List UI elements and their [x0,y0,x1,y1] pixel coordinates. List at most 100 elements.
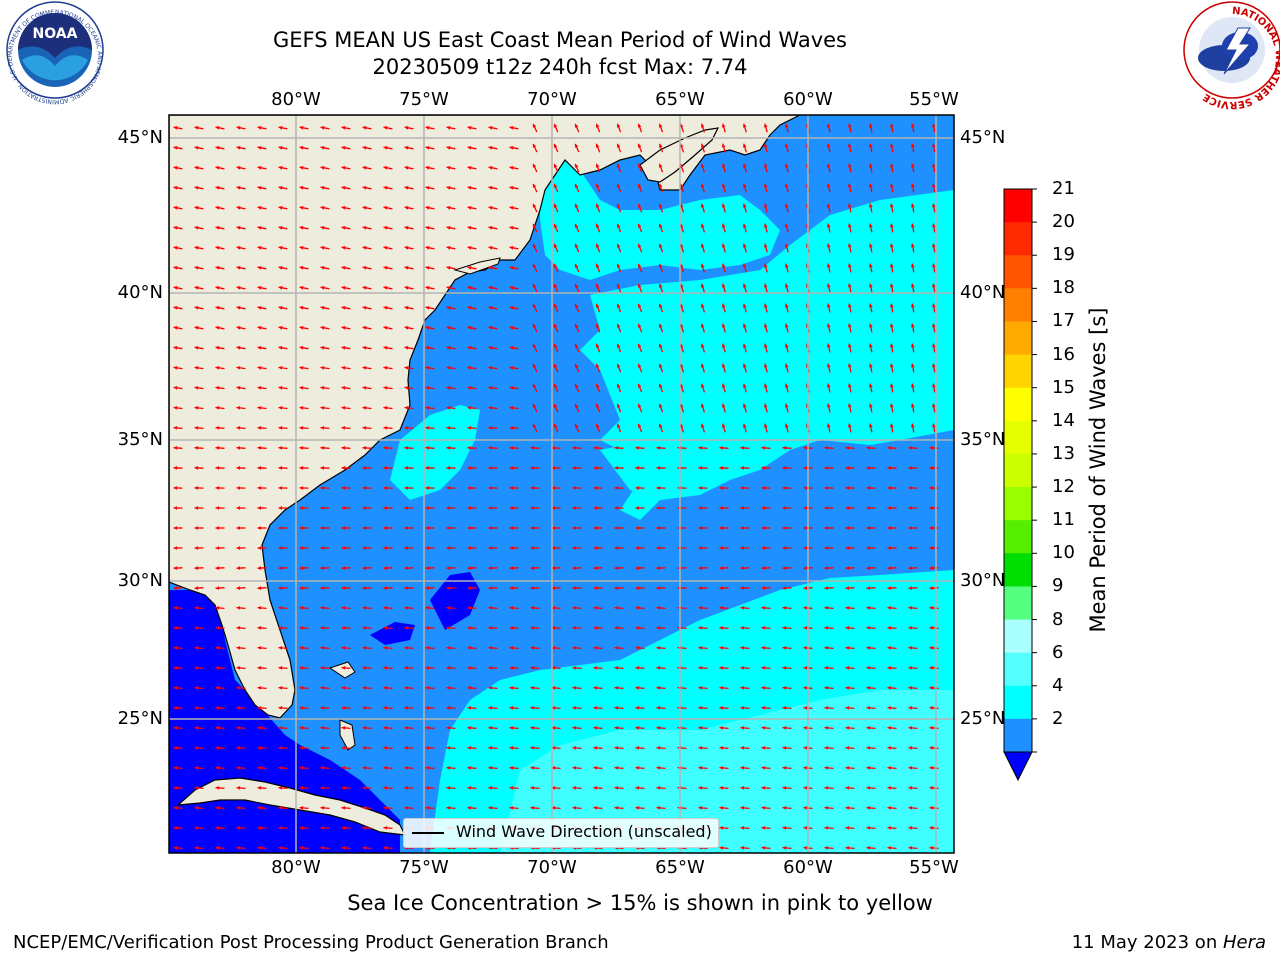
wind-arrow-head [362,606,367,610]
wind-arrow-head [404,165,409,170]
wind-arrow-head [574,243,579,248]
wind-arrow-head [700,403,705,408]
wind-arrow-head [404,486,409,490]
wind-arrow-head [868,123,873,128]
wind-arrow-head [889,183,894,188]
wind-arrow-head [509,666,514,670]
wind-arrow-head [763,263,768,268]
wind-arrow-head [362,506,366,510]
wind-arrow-head [572,606,577,610]
wind-arrow-head [236,526,240,530]
footer-host: Hera [1222,932,1266,953]
wind-arrow-head [679,203,684,208]
wind-arrow-head [679,363,684,368]
wind-arrow-head [236,706,241,710]
wind-arrow-head [595,423,600,428]
wind-arrow-head [929,686,934,690]
wind-arrow-head [784,243,789,248]
wind-arrow-head [782,846,787,850]
wind-arrow-head [614,626,619,630]
wind-arrow-head [299,686,304,690]
wind-arrow-head [194,746,199,750]
wind-arrow-head [341,486,346,490]
wind-arrow-head [616,283,621,288]
wind-arrow-head [173,586,178,590]
wind-arrow-head [278,546,283,550]
wind-arrow-head [742,383,747,388]
wind-arrow-head [173,446,178,450]
wind-arrow-head [574,343,579,348]
wind-arrow-head [868,343,873,348]
wind-arrow-head [656,446,661,450]
wind-arrow-head [446,366,451,370]
wind-arrow-head [173,466,178,470]
wind-arrow-head [866,446,871,450]
wind-arrow-head [404,426,409,430]
wind-arrow-head [299,666,304,670]
wind-arrow-head [194,125,199,130]
lat-tick-right: 25°N [960,708,1006,729]
wind-arrow-head [278,606,283,610]
sea-ice-note: Sea Ice Concentration > 15% is shown in … [347,891,933,915]
wind-arrow-head [719,446,724,450]
wind-arrow-head [572,746,577,750]
wind-arrow-head [173,426,178,430]
wind-arrow-head [530,446,535,450]
wind-arrow-head [740,766,745,770]
wind-arrow-head [719,646,724,650]
wind-arrow-head [362,626,367,630]
wind-arrow-head [257,506,261,510]
wind-arrow-head [614,486,619,490]
wind-arrow-head [931,143,936,148]
wind-arrow-head [425,606,430,610]
wind-arrow-head [635,786,640,790]
wind-arrow-head [551,786,556,790]
wind-arrow-head [826,423,831,428]
wind-arrow-head [782,666,787,670]
wind-arrow-head [929,566,934,570]
wind-arrow-head [782,706,787,710]
wind-arrow-head [698,606,703,610]
wind-arrow-head [173,386,178,390]
wind-arrow-head [887,586,892,590]
wind-arrow-head [740,726,745,730]
wind-arrow-head [362,366,367,370]
wind-arrow-head [509,145,514,150]
wind-arrow-head [404,305,409,310]
ocean-deep-blue-patch2 [370,622,415,645]
wind-arrow-head [278,726,283,730]
wind-arrow-head [173,406,178,410]
wind-arrow-head [763,323,768,328]
wind-arrow-head [299,406,304,410]
wind-arrow-head [341,265,346,270]
wind-arrow-head [698,686,703,690]
wind-arrow-head [194,406,199,410]
wind-arrow-head [383,145,388,150]
wind-arrow-head [236,826,241,830]
wind-arrow-head [887,746,892,750]
wind-arrow-head [845,466,850,470]
wind-arrow-head [845,846,850,850]
wind-arrow-head [761,646,766,650]
wind-arrow-head [425,486,430,490]
wind-arrow-head [509,125,514,130]
wind-arrow-head [910,403,915,408]
wind-arrow-head [698,786,703,790]
wind-arrow-head [173,145,178,150]
wind-arrow-head [824,566,829,570]
wind-arrow-head [700,283,705,288]
wind-arrow-head [889,343,894,348]
wind-arrow-head [887,846,892,850]
wind-arrow-head [740,666,745,670]
wind-arrow-head [719,666,724,670]
wind-arrow-head [320,366,325,370]
wind-arrow-head [929,606,934,610]
wind-arrow-head [194,466,199,470]
wind-arrow-head [530,646,535,650]
wind-arrow-head [616,383,621,388]
wind-arrow-head [803,766,808,770]
wind-arrow-head [572,666,577,670]
wind-arrow-head [908,446,913,450]
wind-arrow-head [404,526,408,530]
wind-arrow-head [719,546,724,550]
